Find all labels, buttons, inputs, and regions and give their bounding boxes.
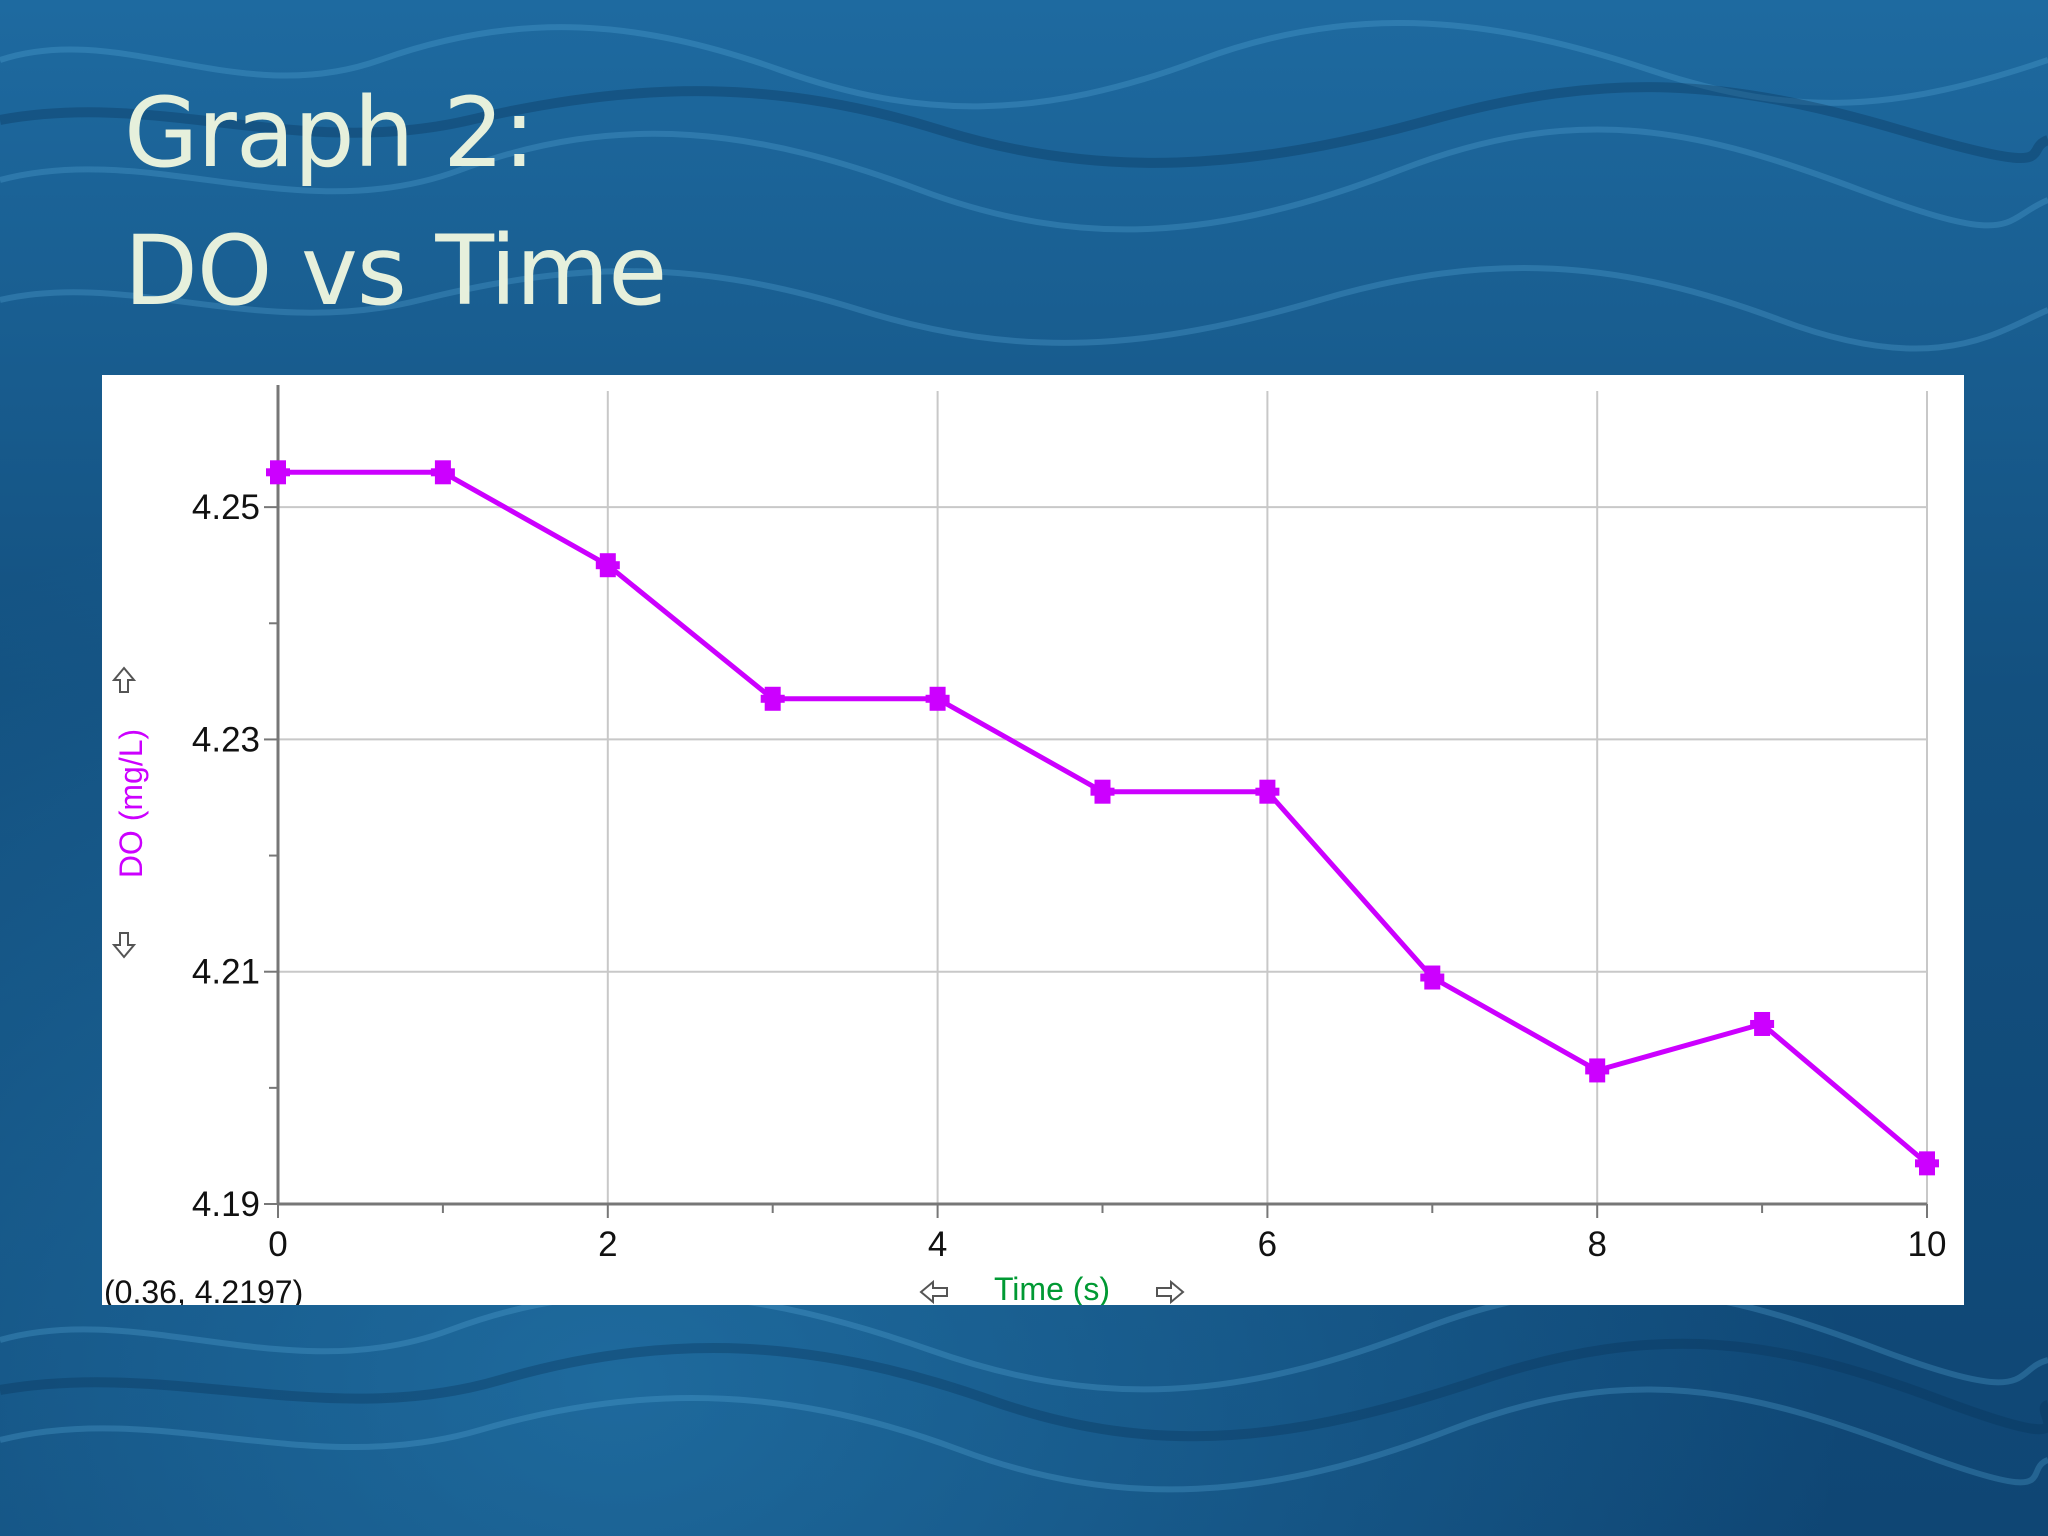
x-tick-label: 0 [268,1225,287,1264]
y-axis-label: DO (mg/L) [113,729,149,878]
data-point-marker-bar [1585,1066,1610,1075]
x-axis-label: Time (s) [994,1271,1110,1305]
y-tick-label: 4.21 [192,953,260,992]
y-tick-label: 4.23 [192,720,260,759]
x-tick-label: 6 [1258,1225,1277,1264]
data-point-marker-bar [1915,1159,1939,1168]
x-tick-label: 2 [598,1225,617,1264]
slide-title-line-1: Graph 2: [124,77,535,189]
right-arrow-icon[interactable] [1156,1279,1185,1305]
down-arrow-icon[interactable] [111,932,137,959]
coordinate-readout: (0.36, 4.2197) [104,1274,303,1305]
x-tick-label: 8 [1587,1225,1606,1264]
data-point-marker-bar [1090,787,1115,796]
data-point-marker-bar [595,561,620,570]
series-line [278,469,1929,1166]
data-point-marker-bar [1255,787,1280,796]
y-tick-label: 4.19 [192,1185,260,1224]
x-tick-label: 4 [928,1225,947,1264]
do-vs-time-chart: 0 2 4 6 8 10 4.19 4.21 4.23 4.25 DO (mg/L) Time (s)… [104,385,1947,1305]
chart-panel: 0 2 4 6 8 10 4.19 4.21 4.23 4.25 DO (mg/L) Time (s)… [102,375,1964,1305]
left-arrow-icon[interactable] [919,1279,948,1305]
y-tick-label: 4.25 [192,488,260,527]
slide-title-line-2: DO vs Time [124,215,667,327]
data-point-marker-bar [1420,973,1445,982]
slide-title: Graph 2: DO vs Time [124,64,667,340]
x-tick-label: 10 [1908,1225,1947,1264]
data-point-marker-bar [1750,1019,1775,1028]
data-point-marker-bar [760,694,785,703]
data-point-marker-bar [430,468,455,477]
up-arrow-icon[interactable] [111,666,137,693]
data-point-marker-bar [266,468,290,477]
data-point-marker-bar [925,694,950,703]
